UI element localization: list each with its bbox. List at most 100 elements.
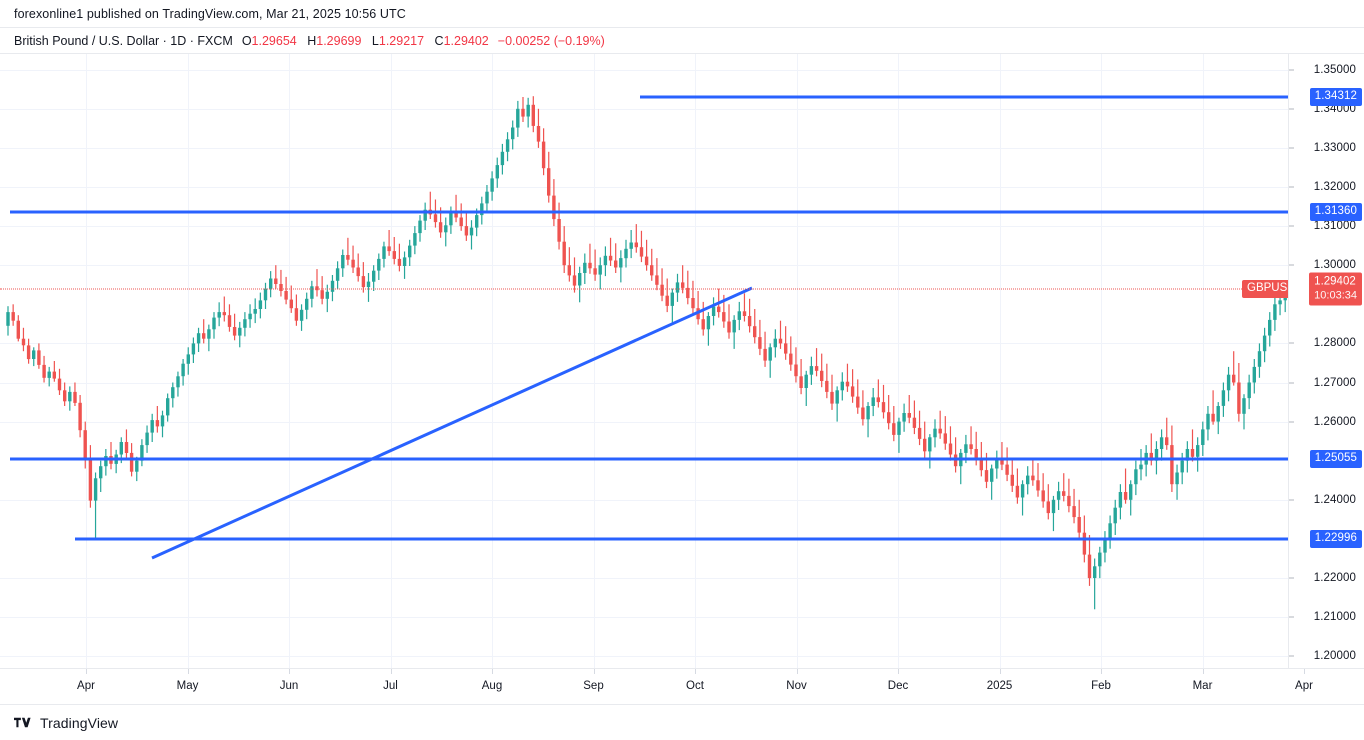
price-tick-mark <box>1289 499 1294 501</box>
price-plot[interactable]: GBPUSD <box>0 54 1288 668</box>
time-tick-mark <box>390 669 392 674</box>
gridline-v <box>1202 54 1204 668</box>
resistance-1-price-badge[interactable]: 1.34312 <box>1309 87 1362 106</box>
gridline-h <box>0 382 1288 384</box>
time-tick-label: Feb <box>1091 680 1111 692</box>
price-tick-mark <box>1289 264 1294 266</box>
time-tick-mark <box>796 669 798 674</box>
ohlc-values: O1.29654 H1.29699 L1.29217 C1.29402 <box>242 34 496 48</box>
time-tick-mark <box>999 669 1001 674</box>
gridline-h <box>0 187 1288 188</box>
time-tick-label: 2025 <box>986 680 1013 692</box>
price-tick-label: 1.27000 <box>1313 376 1356 389</box>
price-tick-mark <box>1289 225 1294 227</box>
support-2-line[interactable] <box>75 537 1288 541</box>
gridline-v <box>593 54 595 668</box>
price-tick-label: 1.34000 <box>1313 102 1356 115</box>
gridline-v <box>492 54 493 668</box>
price-tick-mark <box>1289 382 1294 383</box>
gridline-h <box>0 69 1288 71</box>
price-tick-label: 1.32000 <box>1313 181 1356 193</box>
price-tick-mark <box>1289 69 1294 71</box>
time-axis[interactable]: Apr May Jun Jul Aug Sep Oct Nov Dec 2025 Feb Mar Apr <box>0 668 1364 704</box>
gridline-h <box>0 108 1288 110</box>
price-axis[interactable]: 1.35000 1.34000 1.33000 1.32000 1.31000 1.300… <box>1288 54 1364 668</box>
tradingview-brand-text: TradingView <box>40 714 119 731</box>
resistance-2-price-badge[interactable]: 1.31360 <box>1309 203 1362 221</box>
time-tick-mark <box>1101 669 1102 674</box>
low-value: 1.29217 <box>378 33 425 48</box>
gridline-h <box>0 617 1288 619</box>
gridline-h <box>0 226 1288 228</box>
time-tick-mark <box>1202 669 1204 674</box>
gridline-v <box>1101 54 1102 668</box>
time-tick-label: Sep <box>583 680 604 692</box>
gridline-h <box>0 343 1288 345</box>
gridline-h <box>0 656 1288 658</box>
time-tick-label: Oct <box>686 680 704 692</box>
resistance-1-line[interactable] <box>640 95 1288 98</box>
price-tick-label: 1.31000 <box>1313 220 1356 233</box>
time-tick-mark <box>1304 669 1305 674</box>
time-tick-label: Aug <box>481 680 503 692</box>
gridline-v <box>695 54 696 668</box>
gridline-h <box>0 147 1288 149</box>
time-tick-label: Mar <box>1192 680 1213 692</box>
price-tick-mark <box>1289 616 1294 618</box>
price-tick-mark <box>1289 342 1294 344</box>
price-tick-label: 1.35000 <box>1313 63 1356 76</box>
time-tick-mark <box>86 669 87 674</box>
support-1-line[interactable] <box>10 457 1288 461</box>
high-label: H <box>307 33 317 48</box>
last-price-value: 1.29402 <box>1314 275 1356 288</box>
close-label: C <box>434 33 444 48</box>
time-tick-label: Jun <box>279 680 299 692</box>
price-tick-mark <box>1289 186 1294 188</box>
gridline-v <box>390 54 392 668</box>
time-tick-mark <box>593 669 595 674</box>
symbol-legend-bar: British Pound / U.S. Dollar · 1D · FXCM … <box>0 27 1364 54</box>
time-tick-label: May <box>176 680 199 692</box>
bar-countdown: 10:03:34 <box>1314 289 1357 302</box>
low-label: L <box>371 33 379 48</box>
chart-area: GBPUSD 1.35000 1.34000 1.33000 1.32000 1.310… <box>0 54 1364 704</box>
publish-text: forexonline1 published on TradingView.co… <box>14 6 406 21</box>
high-value: 1.29699 <box>316 33 362 48</box>
open-value: 1.29654 <box>251 33 297 48</box>
price-tick-mark <box>1289 147 1294 149</box>
trendline-drawing[interactable] <box>0 54 1288 668</box>
price-tick-label: 1.33000 <box>1313 141 1356 154</box>
price-tick-mark <box>1289 108 1294 110</box>
price-tick-label: 1.24000 <box>1313 493 1356 506</box>
resistance-2-line[interactable] <box>10 210 1288 214</box>
time-tick-label: Apr <box>1295 680 1313 692</box>
price-tick-label: 1.21000 <box>1313 611 1356 624</box>
gridline-h <box>0 421 1288 423</box>
tradingview-logo[interactable]: TradingView <box>14 715 118 731</box>
gridline-v <box>289 54 290 668</box>
time-tick-label: Dec <box>887 680 909 692</box>
gridline-h <box>0 499 1288 501</box>
price-tick-mark <box>1289 577 1294 579</box>
price-tick-label: 1.26000 <box>1313 415 1356 428</box>
price-tick-label: 1.28000 <box>1313 337 1356 350</box>
price-tick-label: 1.22000 <box>1313 572 1356 585</box>
publish-bar: forexonline1 published on TradingView.co… <box>0 0 1364 27</box>
support-2-price-badge[interactable]: 1.22996 <box>1309 530 1362 549</box>
symbol-price-tag: GBPUSD <box>1242 279 1288 298</box>
time-tick-mark <box>492 669 493 674</box>
gridline-v <box>86 54 87 668</box>
price-tick-label: 1.30000 <box>1313 259 1356 272</box>
close-value: 1.29402 <box>443 33 489 48</box>
last-price-badge[interactable]: 1.29402 10:03:34 <box>1309 272 1362 306</box>
time-tick-mark <box>289 669 290 674</box>
last-price-dotted-line <box>0 288 1288 290</box>
gridline-h <box>0 265 1288 267</box>
symbol-title[interactable]: British Pound / U.S. Dollar · 1D · FXCM <box>14 33 233 48</box>
price-tick-label: 1.20000 <box>1313 650 1356 663</box>
gridline-v <box>999 54 1001 668</box>
footer-bar: TradingView <box>0 704 1364 740</box>
open-label: O <box>241 33 252 48</box>
support-1-price-badge[interactable]: 1.25055 <box>1309 449 1362 468</box>
